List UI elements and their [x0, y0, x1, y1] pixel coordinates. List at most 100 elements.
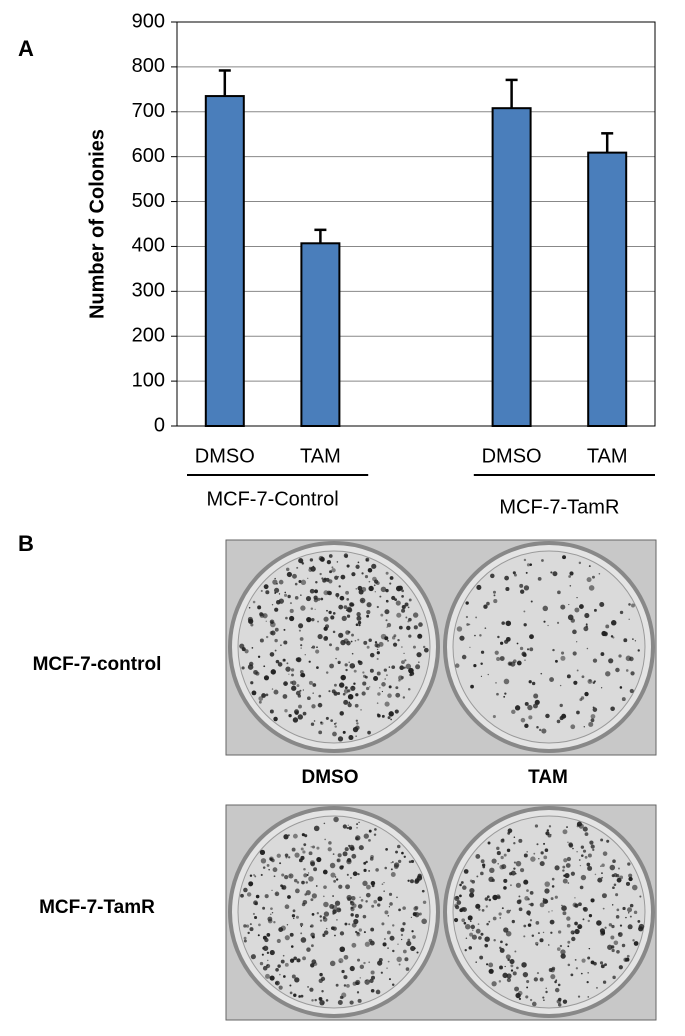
x-tick-label: DMSO	[482, 445, 542, 467]
colony	[265, 620, 267, 622]
colony	[350, 895, 356, 901]
colony	[574, 958, 577, 961]
colony	[488, 962, 494, 968]
colony	[513, 861, 516, 864]
colony	[492, 590, 496, 594]
colony	[523, 610, 526, 613]
colony	[418, 634, 421, 637]
colony	[561, 651, 565, 655]
colony	[608, 658, 614, 664]
colony	[343, 605, 348, 610]
colony	[373, 676, 379, 681]
plot-frame	[176, 21, 656, 427]
colony	[403, 666, 406, 669]
colony	[406, 625, 411, 631]
colony	[334, 934, 336, 937]
colony	[336, 918, 338, 921]
colony	[383, 890, 385, 892]
colony	[411, 672, 414, 675]
colony	[455, 905, 460, 910]
colony	[370, 988, 375, 993]
colony	[387, 947, 389, 949]
colony	[615, 915, 620, 919]
colony	[294, 582, 298, 586]
colony	[480, 675, 483, 677]
colony	[579, 885, 584, 890]
colony	[529, 634, 534, 640]
colony	[547, 833, 552, 838]
colony	[544, 888, 550, 894]
colony	[619, 924, 623, 927]
colony	[488, 920, 491, 923]
colony	[379, 595, 382, 598]
colony	[340, 674, 346, 681]
colony	[604, 926, 607, 929]
colony	[366, 645, 370, 649]
colony	[300, 605, 306, 611]
colony	[357, 567, 359, 569]
colony	[625, 881, 631, 886]
colony	[253, 669, 258, 675]
colony	[505, 943, 508, 946]
colony	[291, 685, 297, 691]
colony	[592, 707, 598, 712]
colony	[588, 585, 595, 591]
colony	[543, 620, 546, 623]
colony	[274, 649, 277, 652]
bar	[587, 151, 628, 427]
colony	[510, 964, 514, 968]
colony	[580, 845, 585, 849]
colony	[301, 880, 305, 885]
colony	[486, 963, 489, 966]
colony	[465, 615, 469, 619]
colony	[317, 702, 323, 708]
colony	[343, 688, 349, 694]
colony	[250, 954, 256, 960]
colony	[295, 915, 299, 919]
colony	[558, 997, 562, 1002]
colony	[389, 902, 393, 906]
colony	[486, 601, 490, 606]
colony	[595, 986, 598, 989]
colony	[315, 649, 320, 654]
colony	[258, 923, 261, 927]
colony	[594, 873, 597, 876]
colony	[296, 657, 302, 663]
colony	[516, 899, 522, 905]
colony	[334, 683, 337, 687]
colony	[363, 931, 366, 934]
colony	[412, 612, 419, 618]
colony	[401, 595, 404, 598]
colony	[357, 904, 363, 909]
colony	[289, 602, 292, 605]
colony	[335, 646, 340, 651]
colony	[610, 935, 615, 940]
colony	[312, 692, 314, 694]
colony	[523, 879, 529, 885]
colony	[385, 619, 388, 622]
colony	[384, 678, 386, 680]
y-tick-label: 0	[154, 414, 165, 436]
colony	[335, 983, 339, 987]
colony	[623, 638, 628, 643]
colony	[567, 963, 571, 967]
colony	[270, 907, 273, 911]
colony	[401, 589, 404, 593]
colony	[275, 659, 280, 664]
colony	[319, 997, 322, 1000]
colony	[523, 558, 527, 562]
colony	[369, 857, 374, 861]
colony	[479, 955, 484, 960]
colony	[559, 716, 564, 721]
colony	[244, 649, 249, 654]
colony	[254, 875, 257, 878]
colony	[404, 957, 409, 962]
colony	[470, 924, 476, 930]
colony	[496, 851, 501, 856]
colony	[604, 963, 607, 967]
colony	[463, 869, 469, 874]
colony	[550, 974, 556, 980]
colony	[357, 872, 360, 876]
colony	[274, 627, 279, 632]
